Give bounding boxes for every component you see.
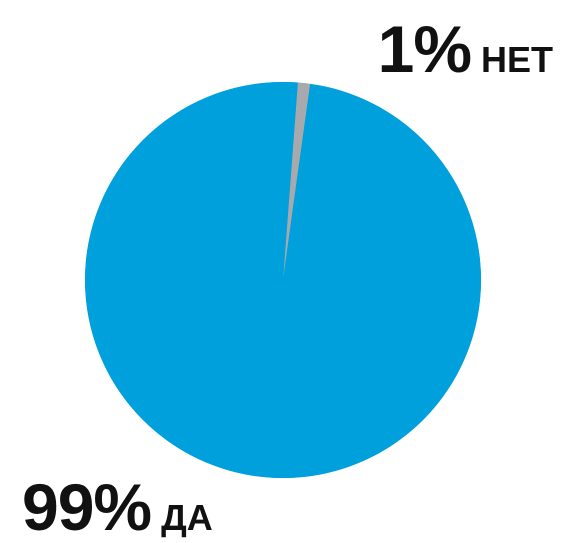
slice-label-no: 1% НЕТ: [378, 16, 553, 82]
pie-slice-no: [283, 82, 311, 280]
pie-slice-yes: [85, 82, 482, 479]
slice-label-yes-text: ДА: [161, 497, 213, 538]
slice-label-no-percent: 1%: [377, 12, 472, 86]
slice-label-no-text: НЕТ: [481, 39, 553, 80]
slice-label-yes-percent: 99%: [22, 470, 152, 543]
slice-label-yes: 99% ДА: [22, 474, 213, 540]
